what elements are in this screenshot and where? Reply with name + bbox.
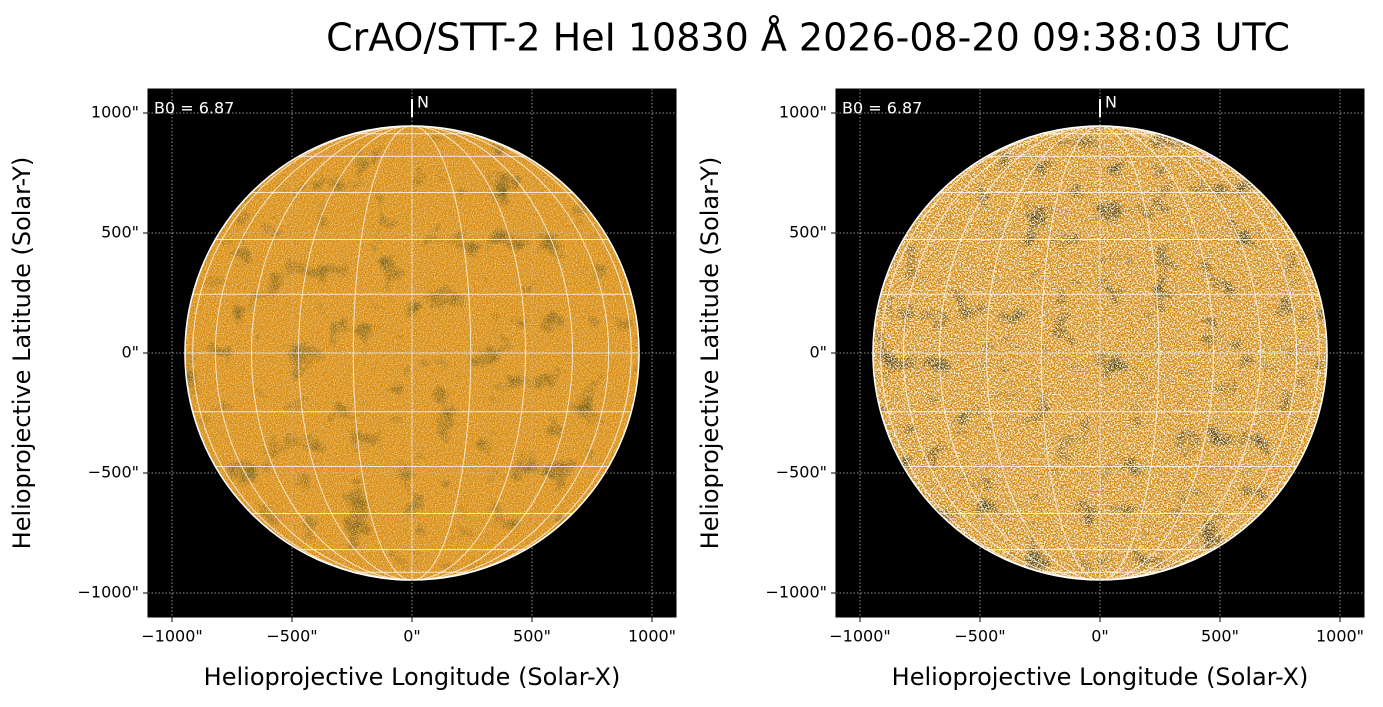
x-axis-label: Helioprojective Longitude (Solar-X) bbox=[892, 663, 1309, 691]
x-tick-label: −500" bbox=[954, 627, 1005, 646]
longitude-line bbox=[1099, 125, 1298, 581]
x-tick-label: −1000" bbox=[829, 627, 890, 646]
x-axis-label: Helioprojective Longitude (Solar-X) bbox=[204, 663, 621, 691]
longitude-line bbox=[352, 125, 413, 581]
x-tick-label: 0" bbox=[1091, 627, 1109, 646]
y-tick-label: 0" bbox=[809, 343, 827, 362]
x-tick-label: 1000" bbox=[628, 627, 676, 646]
longitude-line bbox=[251, 125, 413, 581]
axes-frame bbox=[147, 88, 677, 618]
x-tick-label: 0" bbox=[403, 627, 421, 646]
longitude-line bbox=[192, 125, 413, 581]
x-tick-label: 1000" bbox=[1316, 627, 1364, 646]
y-tick-label: −1000" bbox=[766, 583, 827, 602]
figure-title: CrAO/STT-2 HeI 10830 Å 2026-08-20 09:38:… bbox=[326, 16, 1290, 60]
y-axis-label: Helioprojective Latitude (Solar-Y) bbox=[696, 157, 724, 550]
longitude-line bbox=[939, 125, 1101, 581]
y-axis-label: Helioprojective Latitude (Solar-Y) bbox=[8, 157, 36, 550]
b0-annotation: B0 = 6.87 bbox=[154, 99, 234, 118]
y-tick-label: 1000" bbox=[779, 103, 827, 122]
x-tick-label: −500" bbox=[266, 627, 317, 646]
x-tick-label: 500" bbox=[1201, 627, 1239, 646]
longitude-line bbox=[411, 125, 526, 581]
y-tick-label: 0" bbox=[121, 343, 139, 362]
north-label: N bbox=[417, 93, 429, 112]
y-tick-label: −500" bbox=[88, 463, 139, 482]
b0-annotation: B0 = 6.87 bbox=[842, 99, 922, 118]
north-label: N bbox=[1105, 93, 1117, 112]
y-tick-label: −500" bbox=[776, 463, 827, 482]
x-tick-label: 500" bbox=[513, 627, 551, 646]
longitude-line bbox=[1040, 125, 1101, 581]
longitude-line bbox=[880, 125, 1101, 581]
x-tick-label: −1000" bbox=[141, 627, 202, 646]
longitude-line bbox=[1099, 125, 1214, 581]
y-tick-label: −1000" bbox=[78, 583, 139, 602]
axes-frame bbox=[835, 88, 1365, 618]
panel: −1000" −500" 0" 500" 1000" −1000" −500" 0" 500" 1… bbox=[8, 88, 677, 691]
panel: −1000" −500" 0" 500" 1000" −1000" −500" 0" 500" 1… bbox=[696, 88, 1365, 691]
y-tick-label: 500" bbox=[101, 223, 139, 242]
y-tick-label: 500" bbox=[789, 223, 827, 242]
y-tick-label: 1000" bbox=[91, 103, 139, 122]
longitude-line bbox=[411, 125, 610, 581]
